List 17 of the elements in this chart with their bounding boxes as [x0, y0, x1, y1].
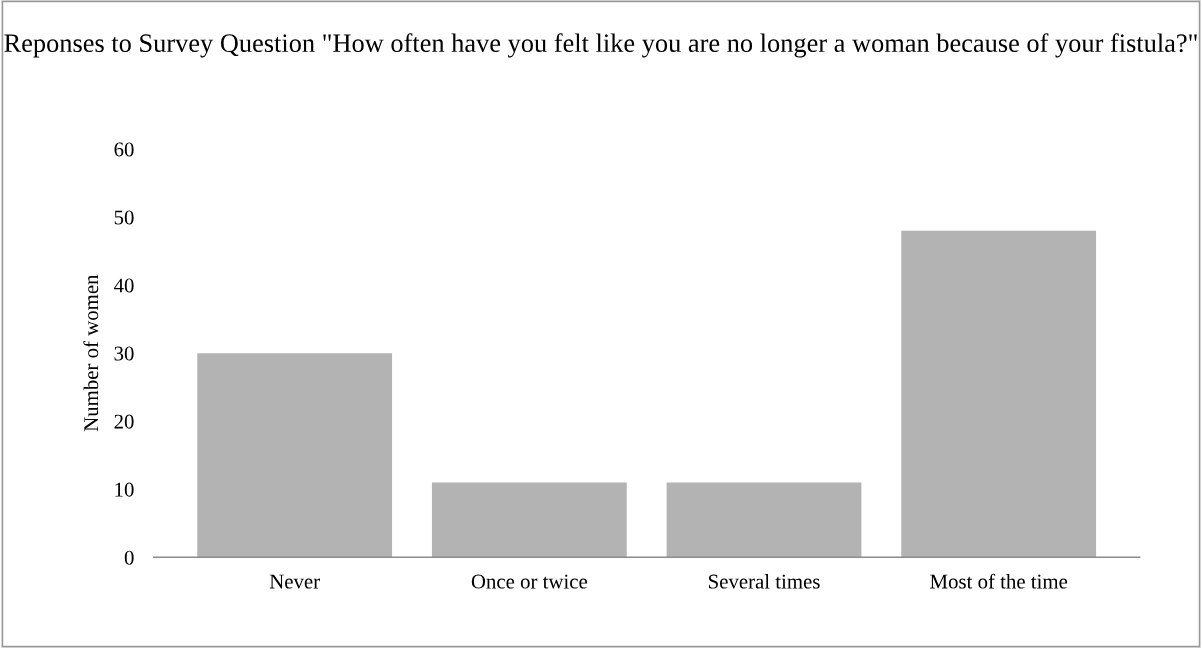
y-tick-label: 0: [124, 550, 134, 565]
x-tick-label: Most of the time: [930, 573, 1068, 589]
y-axis-title: Number of women: [83, 274, 99, 432]
bar: [197, 353, 393, 558]
y-tick-label: 10: [115, 482, 134, 497]
y-tick-label: 60: [114, 142, 134, 157]
x-tick-label: Several times: [709, 573, 820, 589]
y-tick-label: 50: [114, 210, 134, 225]
bar: [901, 230, 1097, 558]
y-tick-label: 40: [113, 278, 134, 293]
bar: [666, 482, 862, 558]
y-tick-label: 20: [114, 414, 134, 429]
chart-title: Reponses to Survey Question "How often have you felt like you are no longer a woman because of your fistula?": [4, 33, 1197, 58]
y-tick-label: 30: [114, 346, 134, 361]
bar: [431, 482, 627, 558]
x-tick-label: Once or twice: [471, 574, 588, 589]
x-tick-label: Never: [269, 574, 320, 589]
